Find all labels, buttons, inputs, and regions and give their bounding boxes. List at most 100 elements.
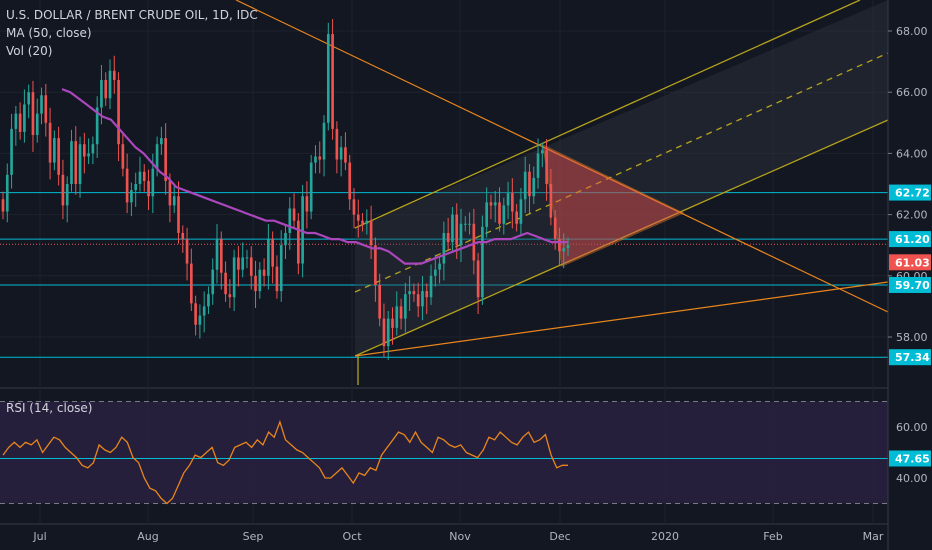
last-price-badge: 61.03: [889, 254, 931, 271]
candle-body: [292, 208, 296, 221]
candle-body: [219, 239, 223, 273]
candle-body: [442, 232, 446, 264]
candle-body: [476, 260, 480, 298]
time-tick-label: Dec: [549, 530, 570, 543]
candle-body: [395, 306, 399, 328]
candle-body: [87, 153, 90, 157]
candle-body: [74, 141, 78, 184]
symbol-title[interactable]: U.S. DOLLAR / BRENT CRUDE OIL, 1D, IDC: [6, 8, 258, 22]
candle-body: [468, 223, 471, 225]
candle-body: [1, 199, 5, 212]
drawings[interactable]: [235, 0, 889, 385]
level-badge-0-label: 62.72: [895, 187, 930, 200]
level-badge-3: 57.34: [889, 349, 931, 366]
candle-body: [369, 220, 373, 246]
candle-body: [451, 214, 454, 243]
candle-body: [164, 138, 167, 181]
candle-body: [232, 257, 236, 298]
candle-body: [40, 95, 43, 114]
level-badge-0: 62.72: [889, 184, 931, 201]
rsi-polyline: [2, 419, 568, 505]
candle-body: [100, 79, 103, 108]
candle-body: [326, 34, 330, 123]
level-badge-1-bg: [889, 231, 931, 248]
candle-body: [386, 318, 390, 347]
level-badge-1-label: 61.20: [895, 233, 930, 246]
candle-body: [70, 141, 73, 184]
candle-body: [331, 34, 334, 129]
candle-body: [523, 171, 527, 200]
candle-body: [361, 220, 364, 224]
candle-body: [297, 220, 300, 264]
pitchfork-upper: [354, 0, 861, 229]
candle-body: [339, 147, 343, 160]
candle-body: [14, 113, 18, 129]
candle-body: [404, 294, 407, 319]
candle-body: [245, 257, 249, 259]
candle-body: [267, 239, 270, 276]
candle-body: [318, 156, 322, 160]
candle-body: [207, 294, 210, 307]
candle-body: [493, 202, 497, 206]
moving-average-line: [61, 88, 568, 265]
candle-body: [224, 272, 227, 295]
candle-body: [455, 214, 459, 246]
candle-body: [57, 138, 60, 175]
candle-body: [215, 239, 219, 270]
candle-body: [262, 269, 266, 276]
volume-legend[interactable]: Vol (20): [6, 44, 53, 58]
rsi-tick-label: 40.00: [896, 472, 928, 485]
candle-body: [53, 138, 56, 163]
candle-body: [95, 107, 99, 145]
candle-body: [108, 70, 112, 99]
candle-body: [459, 223, 463, 246]
candle-body: [391, 318, 394, 328]
time-tick-label: Jul: [32, 530, 46, 543]
candle-body: [322, 122, 326, 160]
candle-body: [549, 184, 553, 218]
price-axis[interactable]: 58.0060.0062.0064.0066.0068.0040.0060.00…: [887, 0, 932, 550]
candle-body: [91, 144, 95, 154]
candle-body: [553, 217, 557, 240]
candle-body: [117, 79, 120, 145]
candle-body: [540, 150, 544, 154]
candle-body: [301, 196, 304, 264]
candle-body: [181, 232, 185, 240]
candle-body: [412, 291, 416, 295]
candle-body: [104, 79, 108, 99]
rsi-pane[interactable]: [0, 401, 888, 504]
rsi-band: [0, 401, 888, 504]
main-legend: U.S. DOLLAR / BRENT CRUDE OIL, 1D, IDC M…: [6, 6, 258, 60]
candle-body: [65, 184, 69, 206]
candle-body: [545, 150, 548, 184]
candle-body: [271, 239, 274, 267]
rsi-legend[interactable]: RSI (14, close): [6, 401, 93, 415]
candle-body: [177, 196, 180, 233]
triangle-pattern: [542, 143, 685, 267]
price-tick-label: 66.00: [896, 86, 928, 99]
level-badge-2-label: 59.70: [895, 279, 930, 292]
candle-body: [160, 138, 163, 145]
time-tick-label: Feb: [763, 530, 782, 543]
time-tick-label: Sep: [243, 530, 264, 543]
candle-body: [254, 275, 257, 292]
ma-legend[interactable]: MA (50, close): [6, 26, 92, 40]
candle-body: [5, 174, 9, 212]
candle-body: [190, 263, 193, 304]
time-axis[interactable]: Jul Aug Sep Oct Nov Dec 2020 Feb Mar: [32, 530, 883, 543]
candle-body: [288, 208, 292, 233]
candle-body: [314, 156, 317, 163]
price-tick-label: 62.00: [896, 209, 928, 222]
candle-body: [511, 193, 514, 212]
rsi-level-badge-0-bg: [889, 450, 931, 467]
trendline-up: [354, 281, 889, 357]
candle-body: [348, 162, 352, 200]
rsi-level-badge-0: 47.65: [889, 450, 931, 467]
candle-body: [335, 128, 339, 160]
time-tick-label: Aug: [137, 530, 158, 543]
candle-body: [228, 294, 232, 298]
candle-body: [528, 171, 531, 197]
level-badge-1: 61.20: [889, 231, 931, 248]
candle-body: [489, 202, 493, 206]
